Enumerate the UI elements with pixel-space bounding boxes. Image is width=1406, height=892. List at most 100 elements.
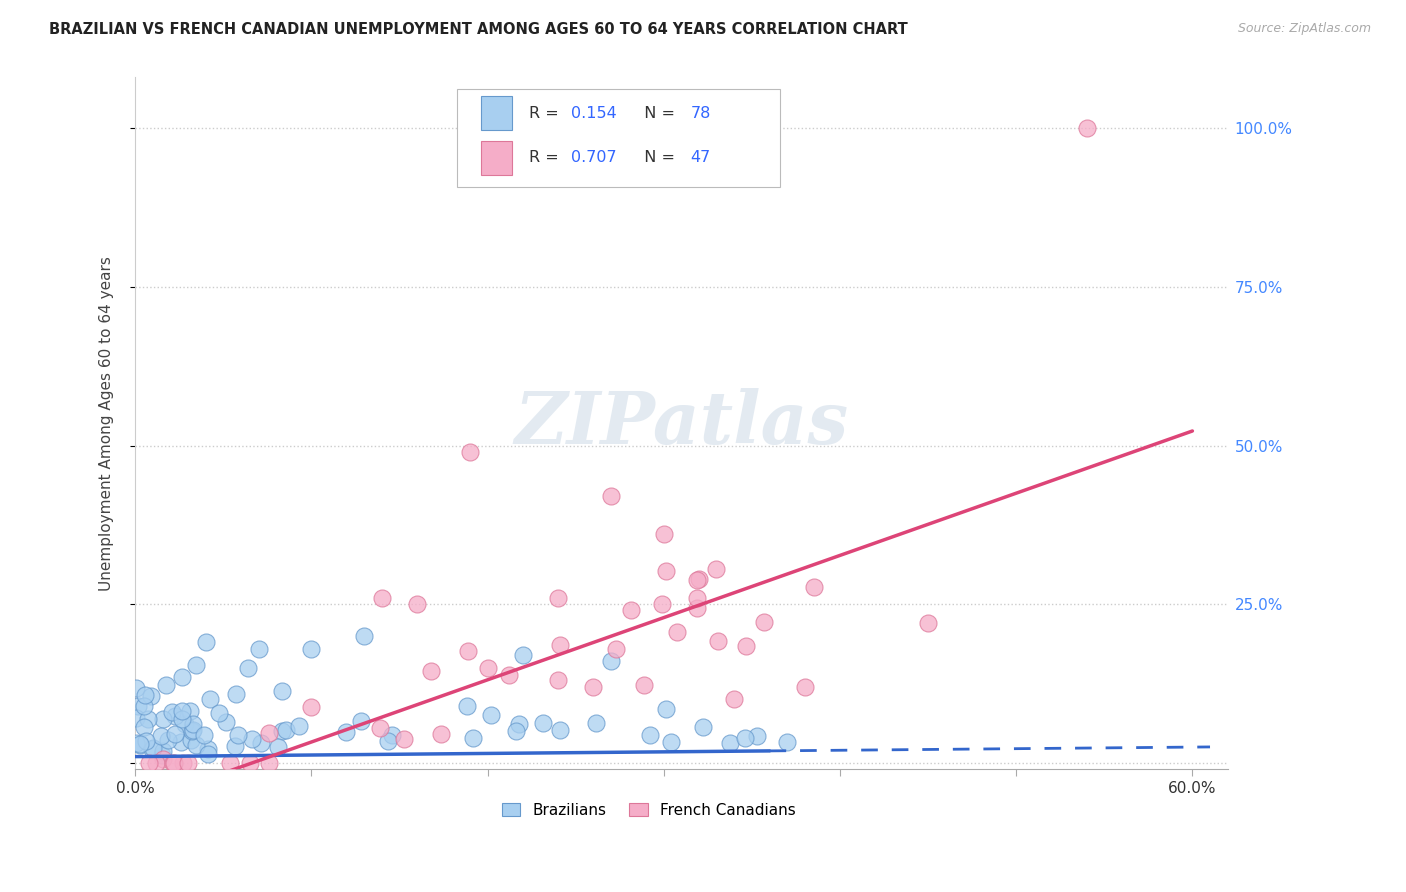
Point	[267, 740, 290, 755]
Point	[129, 737, 152, 751]
Point	[803, 580, 825, 594]
Point	[157, 732, 180, 747]
Point	[288, 719, 311, 733]
Text: R =: R =	[529, 106, 564, 120]
Point	[139, 690, 162, 704]
Point	[125, 681, 148, 695]
Point	[456, 699, 478, 714]
Text: N =: N =	[634, 106, 681, 120]
Point	[458, 445, 481, 459]
Point	[605, 641, 627, 656]
Point	[512, 648, 534, 662]
Point	[224, 739, 246, 753]
Point	[547, 591, 569, 605]
Point	[600, 654, 623, 668]
Point	[659, 735, 682, 749]
Point	[508, 717, 530, 731]
Point	[1076, 121, 1098, 136]
Point	[184, 657, 207, 672]
Point	[686, 601, 709, 615]
Point	[381, 728, 404, 742]
Text: ZIPatlas: ZIPatlas	[515, 388, 848, 458]
Point	[582, 680, 605, 694]
Point	[174, 716, 197, 731]
Point	[181, 717, 204, 731]
Point	[236, 660, 259, 674]
Point	[215, 715, 238, 730]
Point	[197, 742, 219, 756]
Text: Source: ZipAtlas.com: Source: ZipAtlas.com	[1237, 22, 1371, 36]
Point	[169, 735, 191, 749]
Point	[531, 716, 554, 731]
Point	[134, 699, 156, 714]
Point	[271, 683, 294, 698]
Text: 47: 47	[690, 151, 710, 165]
Point	[257, 756, 280, 770]
Point	[172, 704, 194, 718]
Point	[477, 661, 499, 675]
Point	[651, 598, 673, 612]
Point	[165, 709, 187, 723]
Point	[299, 641, 322, 656]
Point	[548, 723, 571, 737]
Point	[180, 733, 202, 747]
Point	[141, 742, 163, 756]
Point	[149, 730, 172, 744]
Point	[138, 712, 160, 726]
Point	[550, 638, 572, 652]
Point	[145, 756, 167, 770]
Y-axis label: Unemployment Among Ages 60 to 64 years: Unemployment Among Ages 60 to 64 years	[100, 256, 114, 591]
Point	[225, 687, 247, 701]
Text: BRAZILIAN VS FRENCH CANADIAN UNEMPLOYMENT AMONG AGES 60 TO 64 YEARS CORRELATION : BRAZILIAN VS FRENCH CANADIAN UNEMPLOYMEN…	[49, 22, 908, 37]
Point	[124, 711, 146, 725]
Point	[184, 738, 207, 752]
Point	[406, 597, 429, 611]
Point	[479, 708, 502, 723]
Point	[125, 736, 148, 750]
Point	[353, 629, 375, 643]
Point	[127, 698, 149, 713]
Point	[461, 731, 484, 745]
Legend: Brazilians, French Canadians: Brazilians, French Canadians	[496, 797, 801, 824]
Point	[734, 640, 756, 654]
Point	[723, 692, 745, 706]
Point	[172, 756, 194, 770]
Point	[181, 723, 204, 737]
Point	[138, 756, 160, 770]
Point	[141, 740, 163, 755]
Point	[247, 641, 270, 656]
Point	[134, 689, 156, 703]
Point	[419, 664, 441, 678]
Point	[498, 668, 520, 682]
Point	[257, 726, 280, 740]
Point	[652, 527, 675, 541]
Point	[208, 706, 231, 720]
Point	[793, 680, 815, 694]
Point	[585, 716, 607, 731]
Point	[745, 730, 768, 744]
Point	[150, 747, 173, 762]
Text: 0.707: 0.707	[571, 151, 616, 165]
Point	[505, 724, 527, 739]
Point	[197, 747, 219, 761]
Point	[200, 692, 222, 706]
Point	[219, 756, 242, 770]
Point	[250, 736, 273, 750]
Point	[239, 756, 262, 770]
Point	[547, 673, 569, 688]
Point	[368, 721, 391, 735]
Point	[917, 616, 939, 631]
Text: 78: 78	[690, 106, 710, 120]
Point	[179, 704, 201, 718]
Point	[152, 744, 174, 758]
Point	[600, 489, 623, 503]
Point	[638, 728, 661, 742]
Point	[152, 712, 174, 726]
Point	[692, 720, 714, 734]
Text: N =: N =	[634, 151, 681, 165]
Point	[335, 725, 357, 739]
Point	[718, 737, 741, 751]
Point	[633, 678, 655, 692]
Point	[299, 699, 322, 714]
Point	[688, 572, 710, 586]
